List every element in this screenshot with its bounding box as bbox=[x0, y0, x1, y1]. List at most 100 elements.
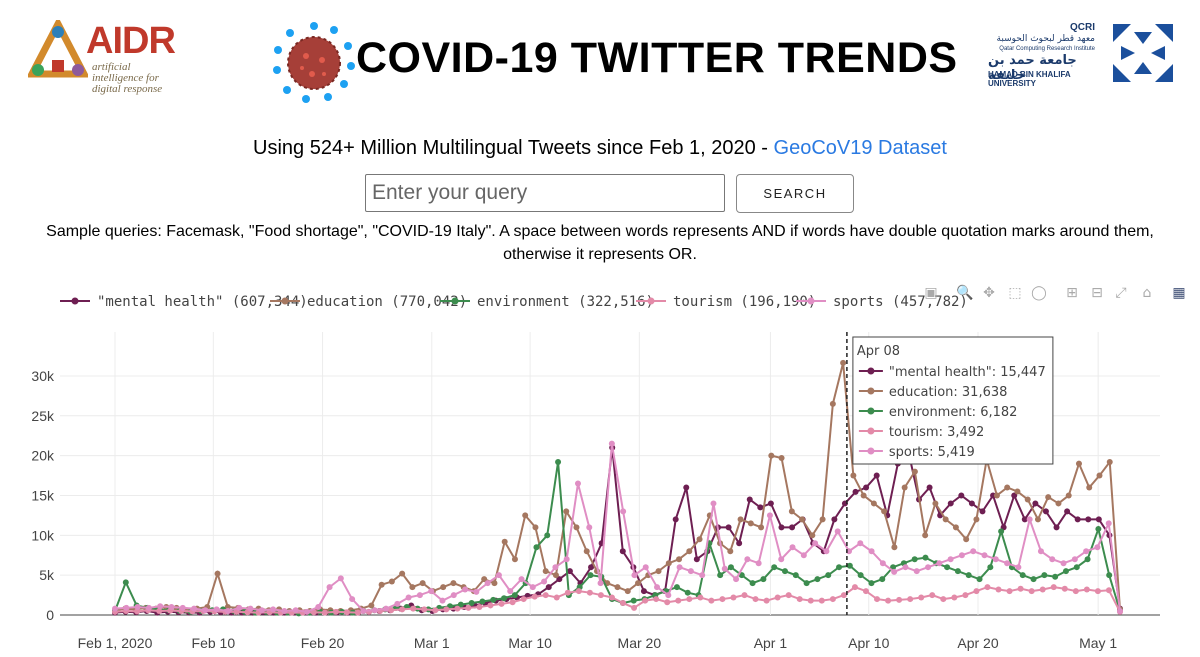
data-point[interactable] bbox=[520, 596, 527, 603]
data-point[interactable] bbox=[825, 572, 832, 579]
data-point[interactable] bbox=[778, 524, 785, 531]
data-point[interactable] bbox=[958, 552, 965, 559]
dataset-link[interactable]: GeoCoV19 Dataset bbox=[773, 137, 947, 159]
data-point[interactable] bbox=[533, 544, 540, 551]
data-point[interactable] bbox=[620, 600, 627, 607]
data-point[interactable] bbox=[868, 580, 875, 587]
data-point[interactable] bbox=[1095, 516, 1102, 523]
data-point[interactable] bbox=[800, 552, 807, 559]
data-point[interactable] bbox=[462, 586, 469, 593]
data-point[interactable] bbox=[343, 609, 350, 616]
data-point[interactable] bbox=[388, 578, 395, 585]
data-point[interactable] bbox=[145, 604, 152, 611]
data-point[interactable] bbox=[1050, 584, 1057, 591]
data-point[interactable] bbox=[902, 564, 909, 571]
data-point[interactable] bbox=[814, 576, 821, 583]
data-point[interactable] bbox=[583, 548, 590, 555]
data-point[interactable] bbox=[812, 540, 819, 547]
data-point[interactable] bbox=[552, 572, 559, 579]
data-point[interactable] bbox=[664, 599, 671, 606]
data-point[interactable] bbox=[831, 516, 838, 523]
data-point[interactable] bbox=[597, 580, 604, 587]
data-point[interactable] bbox=[1021, 516, 1028, 523]
data-point[interactable] bbox=[491, 580, 498, 587]
data-point[interactable] bbox=[995, 586, 1002, 593]
data-point[interactable] bbox=[476, 604, 483, 611]
data-point[interactable] bbox=[979, 508, 986, 515]
data-point[interactable] bbox=[1030, 576, 1037, 583]
data-point[interactable] bbox=[1039, 586, 1046, 593]
data-point[interactable] bbox=[378, 581, 385, 588]
data-point[interactable] bbox=[992, 556, 999, 563]
data-point[interactable] bbox=[891, 568, 898, 575]
data-point[interactable] bbox=[840, 359, 847, 366]
pan-icon[interactable]: ✥ bbox=[983, 285, 995, 301]
data-point[interactable] bbox=[771, 564, 778, 571]
data-point[interactable] bbox=[952, 524, 959, 531]
data-point[interactable] bbox=[911, 468, 918, 475]
data-point[interactable] bbox=[214, 570, 221, 577]
data-point[interactable] bbox=[410, 605, 417, 612]
data-point[interactable] bbox=[383, 605, 390, 612]
data-point[interactable] bbox=[156, 608, 163, 615]
data-point[interactable] bbox=[544, 532, 551, 539]
data-point[interactable] bbox=[774, 594, 781, 601]
data-point[interactable] bbox=[944, 564, 951, 571]
data-point[interactable] bbox=[495, 572, 502, 579]
plotly-logo-icon[interactable]: ▦ bbox=[1172, 285, 1186, 301]
data-point[interactable] bbox=[984, 584, 991, 591]
data-point[interactable] bbox=[450, 592, 457, 599]
data-point[interactable] bbox=[846, 562, 853, 569]
data-point[interactable] bbox=[349, 596, 356, 603]
data-point[interactable] bbox=[929, 592, 936, 599]
data-point[interactable] bbox=[768, 452, 775, 459]
data-point[interactable] bbox=[405, 594, 412, 601]
data-point[interactable] bbox=[368, 602, 375, 609]
data-point[interactable] bbox=[672, 516, 679, 523]
autoscale-icon[interactable]: ⤢ bbox=[1115, 285, 1127, 301]
data-point[interactable] bbox=[157, 603, 164, 610]
data-point[interactable] bbox=[122, 579, 129, 586]
data-point[interactable] bbox=[1024, 496, 1031, 503]
data-point[interactable] bbox=[973, 516, 980, 523]
data-point[interactable] bbox=[819, 516, 826, 523]
data-point[interactable] bbox=[399, 570, 406, 577]
data-point[interactable] bbox=[468, 600, 475, 607]
data-point[interactable] bbox=[778, 455, 785, 462]
data-point[interactable] bbox=[202, 607, 209, 614]
data-point[interactable] bbox=[687, 568, 694, 575]
data-point[interactable] bbox=[564, 589, 571, 596]
data-point[interactable] bbox=[511, 556, 518, 563]
data-point[interactable] bbox=[789, 524, 796, 531]
data-point[interactable] bbox=[852, 488, 859, 495]
data-point[interactable] bbox=[1064, 508, 1071, 515]
data-point[interactable] bbox=[1032, 500, 1039, 507]
data-point[interactable] bbox=[416, 592, 423, 599]
data-point[interactable] bbox=[1074, 516, 1081, 523]
legend-item[interactable]: "mental health" (607,344) bbox=[60, 294, 308, 310]
data-point[interactable] bbox=[925, 564, 932, 571]
data-point[interactable] bbox=[993, 492, 1000, 499]
data-point[interactable] bbox=[807, 597, 814, 604]
data-point[interactable] bbox=[879, 576, 886, 583]
data-point[interactable] bbox=[465, 604, 472, 611]
data-point[interactable] bbox=[918, 594, 925, 601]
data-point[interactable] bbox=[1015, 564, 1022, 571]
data-point[interactable] bbox=[1011, 492, 1018, 499]
data-point[interactable] bbox=[719, 596, 726, 603]
qcri-hbku-logo[interactable]: QCRI معهد قطر لبحوث الحوسبة Qatar Comput… bbox=[988, 22, 1173, 88]
data-point[interactable] bbox=[1096, 472, 1103, 479]
data-point[interactable] bbox=[443, 606, 450, 613]
data-point[interactable] bbox=[399, 606, 406, 613]
data-point[interactable] bbox=[788, 508, 795, 515]
data-point[interactable] bbox=[555, 459, 562, 465]
data-point[interactable] bbox=[942, 516, 949, 523]
data-point[interactable] bbox=[1052, 573, 1059, 580]
data-point[interactable] bbox=[836, 564, 843, 571]
data-point[interactable] bbox=[962, 592, 969, 599]
data-point[interactable] bbox=[1094, 544, 1101, 551]
data-point[interactable] bbox=[1014, 488, 1021, 495]
data-point[interactable] bbox=[588, 564, 595, 571]
data-point[interactable] bbox=[545, 584, 552, 591]
data-point[interactable] bbox=[951, 594, 958, 601]
